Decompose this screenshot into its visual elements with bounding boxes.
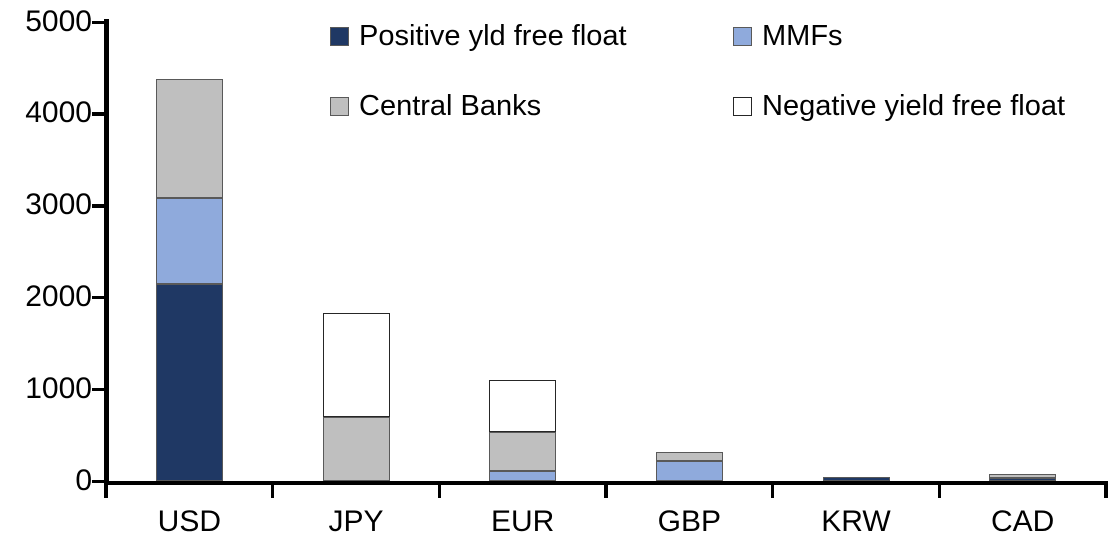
y-axis-tick-label: 1000 [25, 371, 92, 405]
x-axis-tick [270, 483, 275, 498]
legend: Positive yld free float MMFs Central Ban… [0, 0, 1109, 140]
bar-segment-gbp [655, 460, 723, 482]
x-axis-tick [937, 483, 942, 498]
y-axis-tick [92, 20, 109, 24]
legend-item-central-banks: Central Banks [330, 89, 541, 123]
bar-segment-usd [155, 78, 223, 198]
legend-label: Central Banks [359, 90, 542, 122]
x-axis-line [104, 480, 1108, 485]
y-axis-line [104, 19, 109, 485]
y-axis-tick-label: 4000 [25, 96, 92, 130]
x-axis-tick [437, 483, 442, 498]
x-axis-tick [770, 483, 775, 498]
legend-label: MMFs [762, 20, 843, 52]
legend-label: Negative yield free float [762, 90, 1066, 122]
bar-cad [989, 474, 1057, 482]
bar-segment-usd [155, 284, 223, 482]
x-axis-tick [604, 483, 608, 498]
bar-gbp [655, 452, 723, 482]
x-axis-tick [104, 483, 108, 498]
bar-segment-jpy [322, 312, 390, 418]
y-axis-tick-label: 0 [75, 463, 92, 497]
bar-segment-cad [989, 474, 1057, 478]
y-axis-tick [92, 387, 109, 392]
legend-item-negative-yield-free-float: Negative yield free float [733, 89, 1065, 123]
bar-segment-usd [155, 197, 223, 285]
y-axis-tick [92, 204, 109, 208]
bar-segment-eur [489, 431, 557, 472]
legend-swatch-positive-yld-free-float [330, 26, 349, 46]
bar-usd [155, 78, 223, 482]
bar-segment-eur [489, 379, 557, 432]
x-axis-label-jpy: JPY [328, 505, 384, 538]
legend-item-mmfs: MMFs [733, 19, 843, 53]
x-axis-label-gbp: GBP [657, 505, 721, 538]
x-axis-label-krw: KRW [821, 505, 891, 538]
x-axis-label-eur: EUR [490, 505, 555, 538]
legend-item-positive-yld-free-float: Positive yld free float [330, 19, 627, 53]
y-axis-tick-label: 2000 [25, 279, 92, 313]
bar-segment-cad [989, 477, 1057, 482]
y-axis-tick [92, 479, 109, 483]
y-axis-tick-label: 5000 [25, 4, 92, 38]
legend-swatch-negative-yield-free-float [733, 96, 752, 116]
bar-segment-gbp [655, 452, 723, 461]
bar-eur [489, 379, 557, 482]
x-axis-tick [1104, 483, 1108, 498]
y-axis-tick [92, 295, 109, 300]
bar-segment-eur [489, 471, 557, 482]
x-axis-label-cad: CAD [990, 505, 1055, 538]
bar-segment-krw [822, 477, 890, 482]
legend-swatch-central-banks [330, 96, 349, 116]
y-axis-tick [92, 112, 109, 116]
y-axis-tick-label: 3000 [25, 188, 92, 222]
bar-segment-jpy [322, 417, 390, 482]
bar-jpy [322, 312, 390, 482]
x-axis-label-usd: USD [157, 505, 221, 538]
legend-label: Positive yld free float [359, 20, 627, 52]
bar-krw [822, 477, 890, 482]
legend-swatch-mmfs [733, 26, 752, 46]
